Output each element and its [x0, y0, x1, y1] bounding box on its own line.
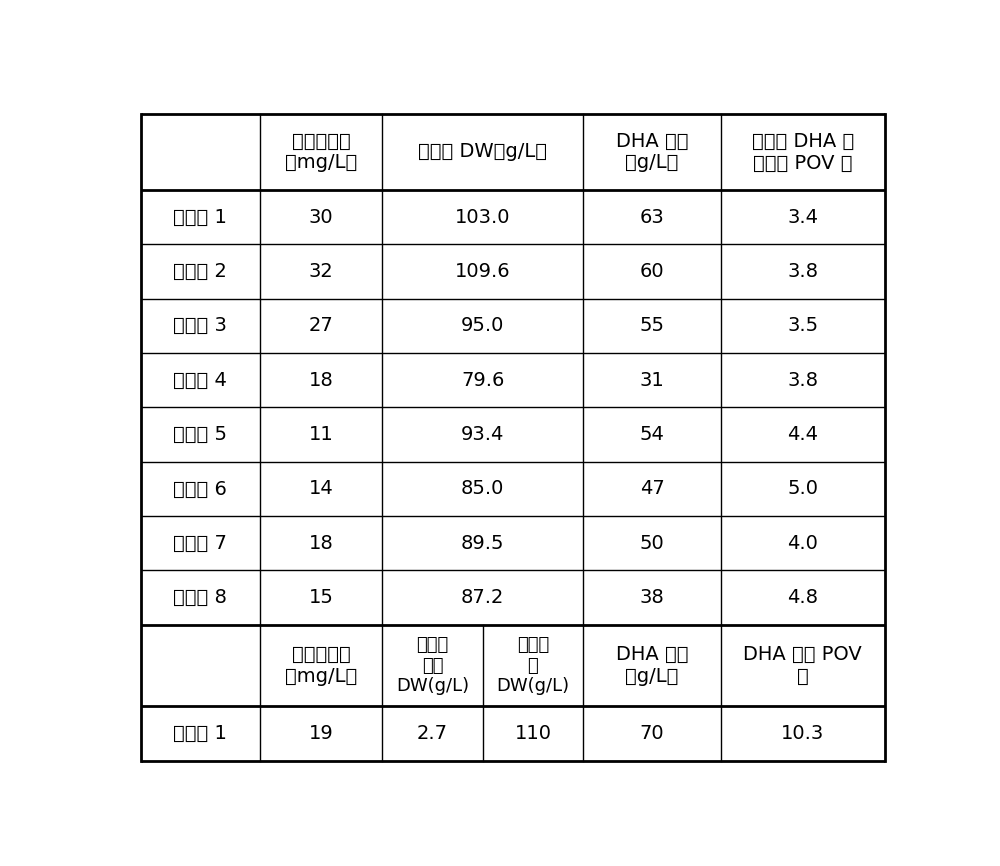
Text: 103.0: 103.0: [455, 208, 510, 227]
Text: 89.5: 89.5: [461, 533, 504, 553]
Text: 70: 70: [640, 724, 664, 743]
Text: 实施例 8: 实施例 8: [173, 588, 227, 607]
Text: 63: 63: [640, 208, 664, 227]
Text: 实施例 6: 实施例 6: [173, 480, 227, 499]
Text: 54: 54: [640, 425, 664, 444]
Text: 虾青素 DHA 混
合毛油 POV 值: 虾青素 DHA 混 合毛油 POV 值: [752, 132, 854, 172]
Text: 30: 30: [309, 208, 333, 227]
Text: 3.4: 3.4: [787, 208, 818, 227]
Text: 93.4: 93.4: [461, 425, 504, 444]
Text: 19: 19: [309, 724, 333, 743]
Text: 15: 15: [308, 588, 333, 607]
Text: DHA 产量
（g/L）: DHA 产量 （g/L）: [616, 132, 688, 172]
Text: 110: 110: [514, 724, 551, 743]
Text: 3.8: 3.8: [787, 262, 818, 281]
Text: 18: 18: [309, 371, 333, 390]
Text: 109.6: 109.6: [455, 262, 511, 281]
Text: 11: 11: [309, 425, 333, 444]
Text: 实施例 2: 实施例 2: [173, 262, 227, 281]
Text: 60: 60: [640, 262, 664, 281]
Text: 32: 32: [309, 262, 333, 281]
Text: 虾青素产量
（mg/L）: 虾青素产量 （mg/L）: [285, 645, 357, 686]
Text: 2.7: 2.7: [417, 724, 448, 743]
Text: DHA 毛油 POV
值: DHA 毛油 POV 值: [743, 645, 862, 686]
Text: 95.0: 95.0: [461, 316, 504, 335]
Text: 实施例 7: 实施例 7: [173, 533, 227, 553]
Text: 实施例 3: 实施例 3: [173, 316, 227, 335]
Text: 对比例 1: 对比例 1: [173, 724, 227, 743]
Text: DHA 产量
（g/L）: DHA 产量 （g/L）: [616, 645, 688, 686]
Text: 4.4: 4.4: [787, 425, 818, 444]
Text: 生物量 DW（g/L）: 生物量 DW（g/L）: [418, 143, 547, 161]
Text: 18: 18: [309, 533, 333, 553]
Text: 14: 14: [309, 480, 333, 499]
Text: 85.0: 85.0: [461, 480, 504, 499]
Text: 47: 47: [640, 480, 664, 499]
Text: 50: 50: [640, 533, 664, 553]
Text: 3.5: 3.5: [787, 316, 818, 335]
Text: 5.0: 5.0: [787, 480, 818, 499]
Text: 4.0: 4.0: [787, 533, 818, 553]
Text: 38: 38: [640, 588, 664, 607]
Text: 裂殖壶
菌
DW(g/L): 裂殖壶 菌 DW(g/L): [496, 636, 570, 695]
Text: 55: 55: [640, 316, 664, 335]
Text: 10.3: 10.3: [781, 724, 824, 743]
Text: 31: 31: [640, 371, 664, 390]
Text: 雨生红
球藻
DW(g/L): 雨生红 球藻 DW(g/L): [396, 636, 469, 695]
Text: 3.8: 3.8: [787, 371, 818, 390]
Text: 虾青素产量
（mg/L）: 虾青素产量 （mg/L）: [285, 132, 357, 172]
Text: 87.2: 87.2: [461, 588, 504, 607]
Text: 27: 27: [309, 316, 333, 335]
Text: 79.6: 79.6: [461, 371, 504, 390]
Text: 实施例 1: 实施例 1: [173, 208, 227, 227]
Text: 实施例 5: 实施例 5: [173, 425, 227, 444]
Text: 4.8: 4.8: [787, 588, 818, 607]
Text: 实施例 4: 实施例 4: [173, 371, 227, 390]
